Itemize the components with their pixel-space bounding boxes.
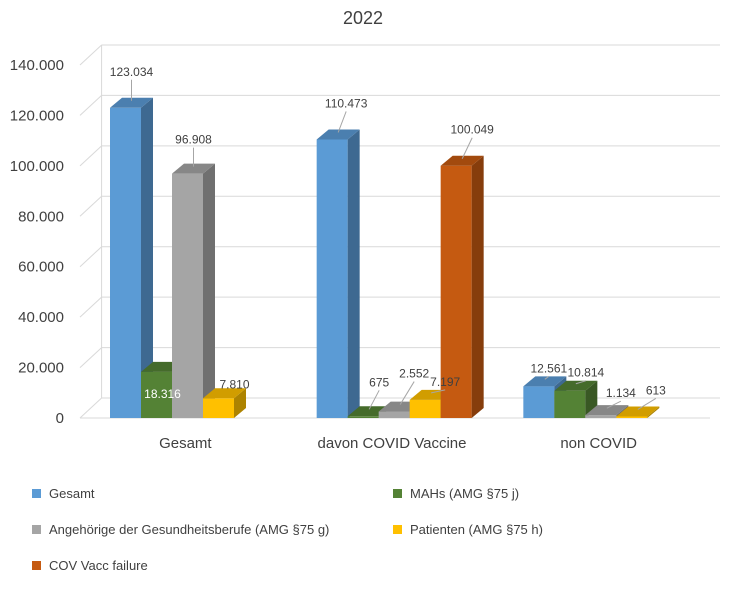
bar-patienten-amg-75-h-0 (203, 388, 246, 418)
legend-swatch (32, 489, 41, 498)
data-label: 96.908 (175, 133, 212, 147)
y-tick-label: 0 (56, 410, 64, 427)
data-label: 2.552 (399, 367, 429, 381)
gridline-diagonal (79, 95, 102, 116)
legend-item: MAHs (AMG §75 j) (393, 486, 519, 501)
chart-title: 2022 (343, 8, 383, 28)
bar-mahs-amg-75-j-1-front (347, 416, 379, 418)
legend-item: Gesamt (32, 486, 95, 501)
gridline-diagonal (79, 397, 102, 419)
bar-angeh-rige-der-gesundheitsberufe-amg-75-g-2-front (585, 415, 617, 418)
label-leader (544, 375, 550, 380)
data-label: 7.197 (430, 375, 460, 389)
data-labels: 123.034 18.316 96.908 7.810 110.473 675 2.5527… (110, 65, 666, 410)
gridline-diagonal (79, 44, 102, 66)
bar-gesamt-0-side (141, 97, 153, 418)
legend-item: Angehörige der Gesundheitsberufe (AMG §7… (32, 522, 329, 537)
y-tick-label: 40.000 (18, 309, 64, 326)
bar-cov-vacc-failure-1 (440, 155, 484, 419)
gridline-diagonal (79, 347, 102, 368)
bar-angeh-rige-der-gesundheitsberufe-amg-75-g-2-top (585, 405, 629, 416)
bar-patienten-amg-75-h-2-front (616, 416, 648, 418)
bar-angeh-rige-der-gesundheitsberufe-amg-75-g-0-top (172, 163, 215, 174)
legend-swatch (393, 525, 402, 534)
bar-patienten-amg-75-h-0-front (203, 398, 234, 418)
label-leader (606, 400, 622, 409)
bar-angeh-rige-der-gesundheitsberufe-amg-75-g-0-side (203, 163, 215, 418)
bar-gesamt-2-top (523, 376, 567, 387)
legend-swatch (32, 525, 41, 534)
bar-patienten-amg-75-h-2-top (616, 406, 660, 417)
gridline-diagonal (79, 195, 102, 217)
data-label: 613 (646, 383, 666, 397)
gridline-diagonal (79, 296, 102, 318)
label-leader (637, 398, 657, 410)
bar-gesamt-1-front (316, 139, 348, 418)
legend-swatch (32, 561, 41, 570)
bar-mahs-amg-75-j-0-front (141, 371, 172, 418)
legend-label: MAHs (AMG §75 j) (410, 486, 520, 501)
bar-cov-vacc-failure-1-side (471, 155, 484, 419)
bar-gesamt-1-top (316, 129, 360, 140)
label-leader (461, 137, 473, 159)
data-label: 100.049 (450, 123, 494, 137)
x-tick-label: davon COVID Vaccine (318, 435, 467, 452)
bar-mahs-amg-75-j-2-top (554, 380, 598, 391)
bar-cov-vacc-failure-1-top (440, 155, 484, 166)
label-leader (431, 389, 446, 394)
bar-gesamt-0-front (110, 107, 141, 418)
bar-gesamt-0 (110, 97, 153, 418)
legend-label: Patienten (AMG §75 h) (410, 522, 543, 537)
data-label: 110.473 (325, 96, 368, 110)
y-tick-label: 120.000 (10, 107, 64, 124)
label-leader (575, 380, 586, 385)
data-label: 10.814 (567, 366, 604, 380)
chart-legend: Gesamt MAHs (AMG §75 j) Angehörige der Ges… (0, 478, 730, 588)
bar-gesamt-1 (316, 129, 360, 418)
bar-patienten-amg-75-h-1-front (409, 399, 441, 418)
bar-mahs-amg-75-j-2-front (554, 390, 586, 418)
data-label: 7.810 (219, 377, 249, 391)
bar-gesamt-2-front (523, 386, 555, 418)
y-tick-label: 140.000 (10, 57, 64, 74)
legend-item: Patienten (AMG §75 h) (393, 522, 543, 537)
axes: 0 20.000 40.000 60.000 80.000 100.000 120.000 1… (10, 57, 710, 452)
x-tick-label: non COVID (560, 435, 637, 452)
legend-swatch (393, 489, 402, 498)
bar-patienten-amg-75-h-0-top (203, 388, 246, 399)
bar-cov-vacc-failure-1-front (440, 165, 472, 418)
gridline-diagonal (79, 145, 102, 167)
data-label: 18.316 (144, 387, 181, 401)
bars (110, 97, 660, 419)
label-leader (337, 111, 347, 133)
y-tick-label: 20.000 (18, 360, 64, 377)
x-tick-label: Gesamt (159, 435, 212, 452)
label-leader (368, 390, 380, 410)
bar-patienten-amg-75-h-2 (616, 406, 660, 418)
legend-label: Angehörige der Gesundheitsberufe (AMG §7… (49, 522, 330, 537)
y-tick-label: 80.000 (18, 208, 64, 225)
data-label: 123.034 (110, 65, 154, 79)
data-label: 1.134 (606, 386, 636, 400)
bar-patienten-amg-75-h-2-side (647, 406, 660, 418)
legend-item: COV Vacc failure (32, 558, 148, 573)
bar-gesamt-0-top (110, 97, 153, 108)
bar-gesamt-1-side (347, 129, 360, 418)
label-leader (399, 381, 415, 405)
bar-patienten-amg-75-h-0-side (234, 388, 246, 418)
y-tick-label: 100.000 (10, 158, 64, 175)
bar-angeh-rige-der-gesundheitsberufe-amg-75-g-0 (172, 163, 215, 418)
bar-gesamt-2 (523, 376, 567, 418)
gridline-diagonal (79, 246, 102, 268)
data-label: 675 (369, 375, 389, 389)
bar-angeh-rige-der-gesundheitsberufe-amg-75-g-0-front (172, 173, 203, 418)
legend-label: COV Vacc failure (49, 558, 148, 573)
y-tick-label: 60.000 (18, 259, 64, 276)
legend-label: Gesamt (49, 486, 95, 501)
bar-chart: 0 20.000 40.000 60.000 80.000 100.000 120.000 1… (10, 8, 720, 452)
data-label: 12.561 (530, 361, 567, 375)
bar-angeh-rige-der-gesundheitsberufe-amg-75-g-1-front (378, 411, 410, 418)
